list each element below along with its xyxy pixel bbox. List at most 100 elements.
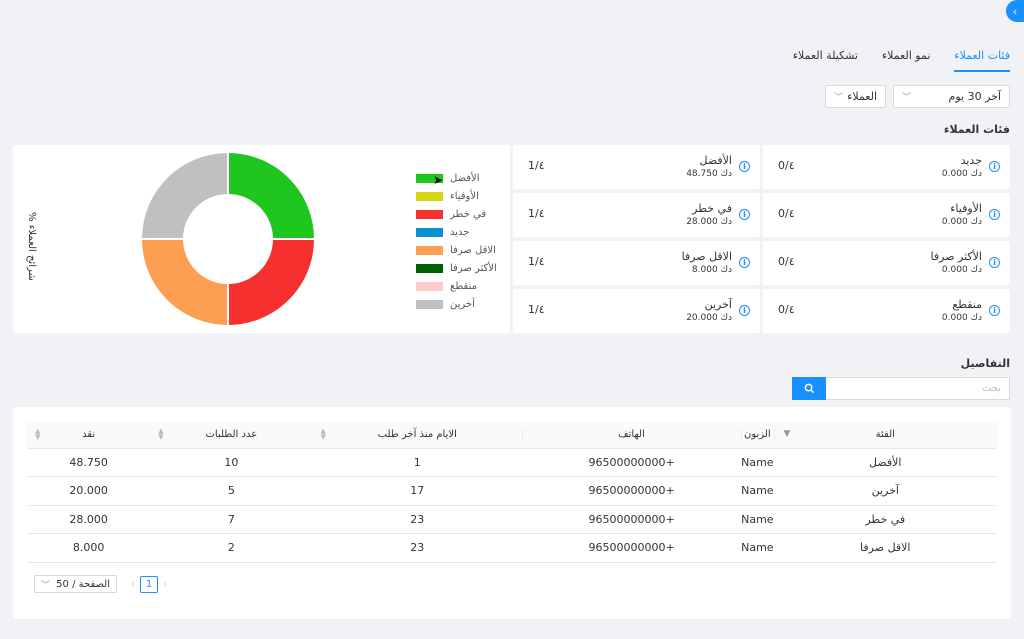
search-button[interactable]: [792, 377, 826, 400]
days-cell: 23: [312, 505, 523, 534]
legend-entry[interactable]: الأكثر صرفا: [416, 259, 497, 277]
legend-label: الأكثر صرفا: [450, 262, 497, 274]
legend-swatch: [416, 227, 443, 237]
card-name: في خطر: [692, 202, 732, 215]
chevron-down-icon: ﹀: [902, 93, 912, 103]
categories-section-title: فئات العملاء: [943, 123, 1010, 136]
search-input[interactable]: [826, 377, 1010, 400]
days-cell: 1: [312, 448, 523, 477]
info-icon[interactable]: i: [989, 305, 1000, 316]
info-icon[interactable]: i: [739, 257, 750, 268]
col-header-customer: الزبون: [741, 422, 774, 449]
chart-legend: الأفضل الأوفياء في خطر جديد الاقل صرفا الأكثر…: [416, 169, 497, 313]
details-table-card: الفئة ▼ الزبون الهاتف الايام منذ آخر طلب ▲…: [13, 407, 1011, 619]
legend-entry[interactable]: الأوفياء: [416, 187, 497, 205]
info-icon[interactable]: i: [739, 161, 750, 172]
customer-cell: Name: [741, 533, 774, 563]
customer-cell: Name: [741, 448, 774, 477]
donut-slice[interactable]: [140, 238, 229, 327]
category-card: i في خطر 28.000 دك 1/٤: [513, 193, 760, 237]
legend-swatch: [416, 299, 443, 309]
tab-customer-categories[interactable]: فئات العملاء: [954, 49, 1010, 72]
category-chart: % شرائح العملاء الأفضل الأوفياء في خطر جديد…: [13, 145, 510, 333]
card-fraction: 0/٤: [778, 303, 795, 316]
phone-cell: +96500000000: [522, 533, 742, 563]
sort-icon[interactable]: ▲ ▼: [320, 427, 326, 441]
page-number[interactable]: 1: [140, 575, 158, 593]
card-name: الأفضل: [699, 154, 732, 167]
donut-slice[interactable]: [140, 151, 229, 240]
donut-chart: [140, 151, 316, 327]
card-amount: 0.000 دك: [941, 169, 982, 179]
category-card: i منقطع 0.000 دك 0/٤: [763, 289, 1010, 333]
orders-cell: 7: [150, 505, 313, 534]
card-amount: 0.000 دك: [941, 265, 982, 275]
card-amount: 48.750 دك: [686, 169, 732, 179]
table-row[interactable]: الأفضل Name +96500000000 1 10 48.750: [27, 448, 997, 477]
card-name: منقطع: [952, 298, 982, 311]
info-icon[interactable]: i: [989, 209, 1000, 220]
legend-entry[interactable]: جديد: [416, 223, 497, 241]
donut-slice[interactable]: [227, 151, 316, 240]
collapse-sidebar-button[interactable]: ‹: [1006, 0, 1024, 22]
orders-cell: 5: [150, 476, 313, 506]
card-amount: 28.000 دك: [686, 217, 732, 227]
category-cell: الأفضل: [773, 448, 997, 477]
info-icon[interactable]: i: [989, 161, 1000, 172]
info-icon[interactable]: i: [739, 209, 750, 220]
period-select[interactable]: ﹀ آخر 30 يوم: [893, 85, 1010, 108]
chart-y-label: % شرائح العملاء: [26, 212, 37, 281]
tab-customer-mix[interactable]: تشكيلة العملاء: [792, 49, 858, 62]
legend-entry[interactable]: في خطر: [416, 205, 497, 223]
filter-icon[interactable]: ▼: [783, 429, 791, 439]
sort-icon[interactable]: ▲ ▼: [158, 427, 164, 441]
page-size-value: 50 / الصفحة: [56, 578, 110, 590]
table-row[interactable]: آخرين Name +96500000000 17 5 20.000: [27, 476, 997, 506]
info-icon[interactable]: i: [739, 305, 750, 316]
tabs-bar: فئات العملاء نمو العملاء تشكيلة العملاء: [793, 49, 1010, 72]
days-cell: 17: [312, 476, 523, 506]
legend-entry[interactable]: الأفضل: [416, 169, 497, 187]
table-row[interactable]: الاقل صرفا Name +96500000000 23 2 8.000: [27, 533, 997, 563]
card-name: الأكثر صرفا: [930, 250, 982, 263]
card-name: الأوفياء: [950, 202, 982, 215]
category-card: i الأكثر صرفا 0.000 دك 0/٤: [763, 241, 1010, 285]
category-card: i آخرين 20.000 دك 1/٤: [513, 289, 760, 333]
legend-entry[interactable]: آخرين: [416, 295, 497, 313]
col-header-days-since-order[interactable]: الايام منذ آخر طلب ▲ ▼: [312, 422, 523, 449]
donut-slice[interactable]: [227, 238, 316, 327]
pagination: ﹀ 50 / الصفحة ‹ 1 ›: [34, 575, 172, 593]
next-page-button[interactable]: ›: [163, 578, 167, 590]
card-fraction: 1/٤: [528, 303, 545, 316]
tab-customer-growth[interactable]: نمو العملاء: [881, 49, 931, 62]
card-amount: 8.000 دك: [691, 265, 732, 275]
card-fraction: 0/٤: [778, 207, 795, 220]
legend-label: الأوفياء: [450, 190, 479, 202]
prev-page-button[interactable]: ‹: [131, 578, 135, 590]
table-row[interactable]: في خطر Name +96500000000 23 7 28.000: [27, 505, 997, 534]
category-card: i الأفضل 48.750 دك 1/٤: [513, 145, 760, 189]
page-size-select[interactable]: ﹀ 50 / الصفحة: [34, 575, 117, 593]
legend-swatch: [416, 245, 443, 255]
col-header-category[interactable]: الفئة ▼: [773, 422, 997, 449]
details-section-title: التفاصيل: [960, 357, 1010, 370]
search-icon: [804, 383, 814, 394]
cash-cell: 8.000: [27, 533, 151, 563]
category-cell: في خطر: [773, 505, 997, 534]
type-select[interactable]: ﹀ العملاء: [825, 85, 886, 108]
period-select-value: آخر 30 يوم: [948, 90, 1001, 103]
chevron-down-icon: ﹀: [834, 93, 844, 103]
col-header-cash[interactable]: نقد ▲ ▼: [27, 422, 151, 449]
legend-entry[interactable]: الاقل صرفا: [416, 241, 497, 259]
legend-swatch: [416, 281, 443, 291]
card-fraction: 1/٤: [528, 255, 545, 268]
legend-swatch: [416, 173, 443, 183]
col-header-order-count[interactable]: عدد الطلبات ▲ ▼: [150, 422, 313, 449]
card-amount: 0.000 دك: [941, 313, 982, 323]
legend-swatch: [416, 209, 443, 219]
sort-icon[interactable]: ▲ ▼: [35, 427, 41, 441]
info-icon[interactable]: i: [989, 257, 1000, 268]
mouse-cursor-icon: ➤: [433, 173, 444, 187]
legend-entry[interactable]: منقطع: [416, 277, 497, 295]
category-cell: الاقل صرفا: [773, 533, 997, 563]
